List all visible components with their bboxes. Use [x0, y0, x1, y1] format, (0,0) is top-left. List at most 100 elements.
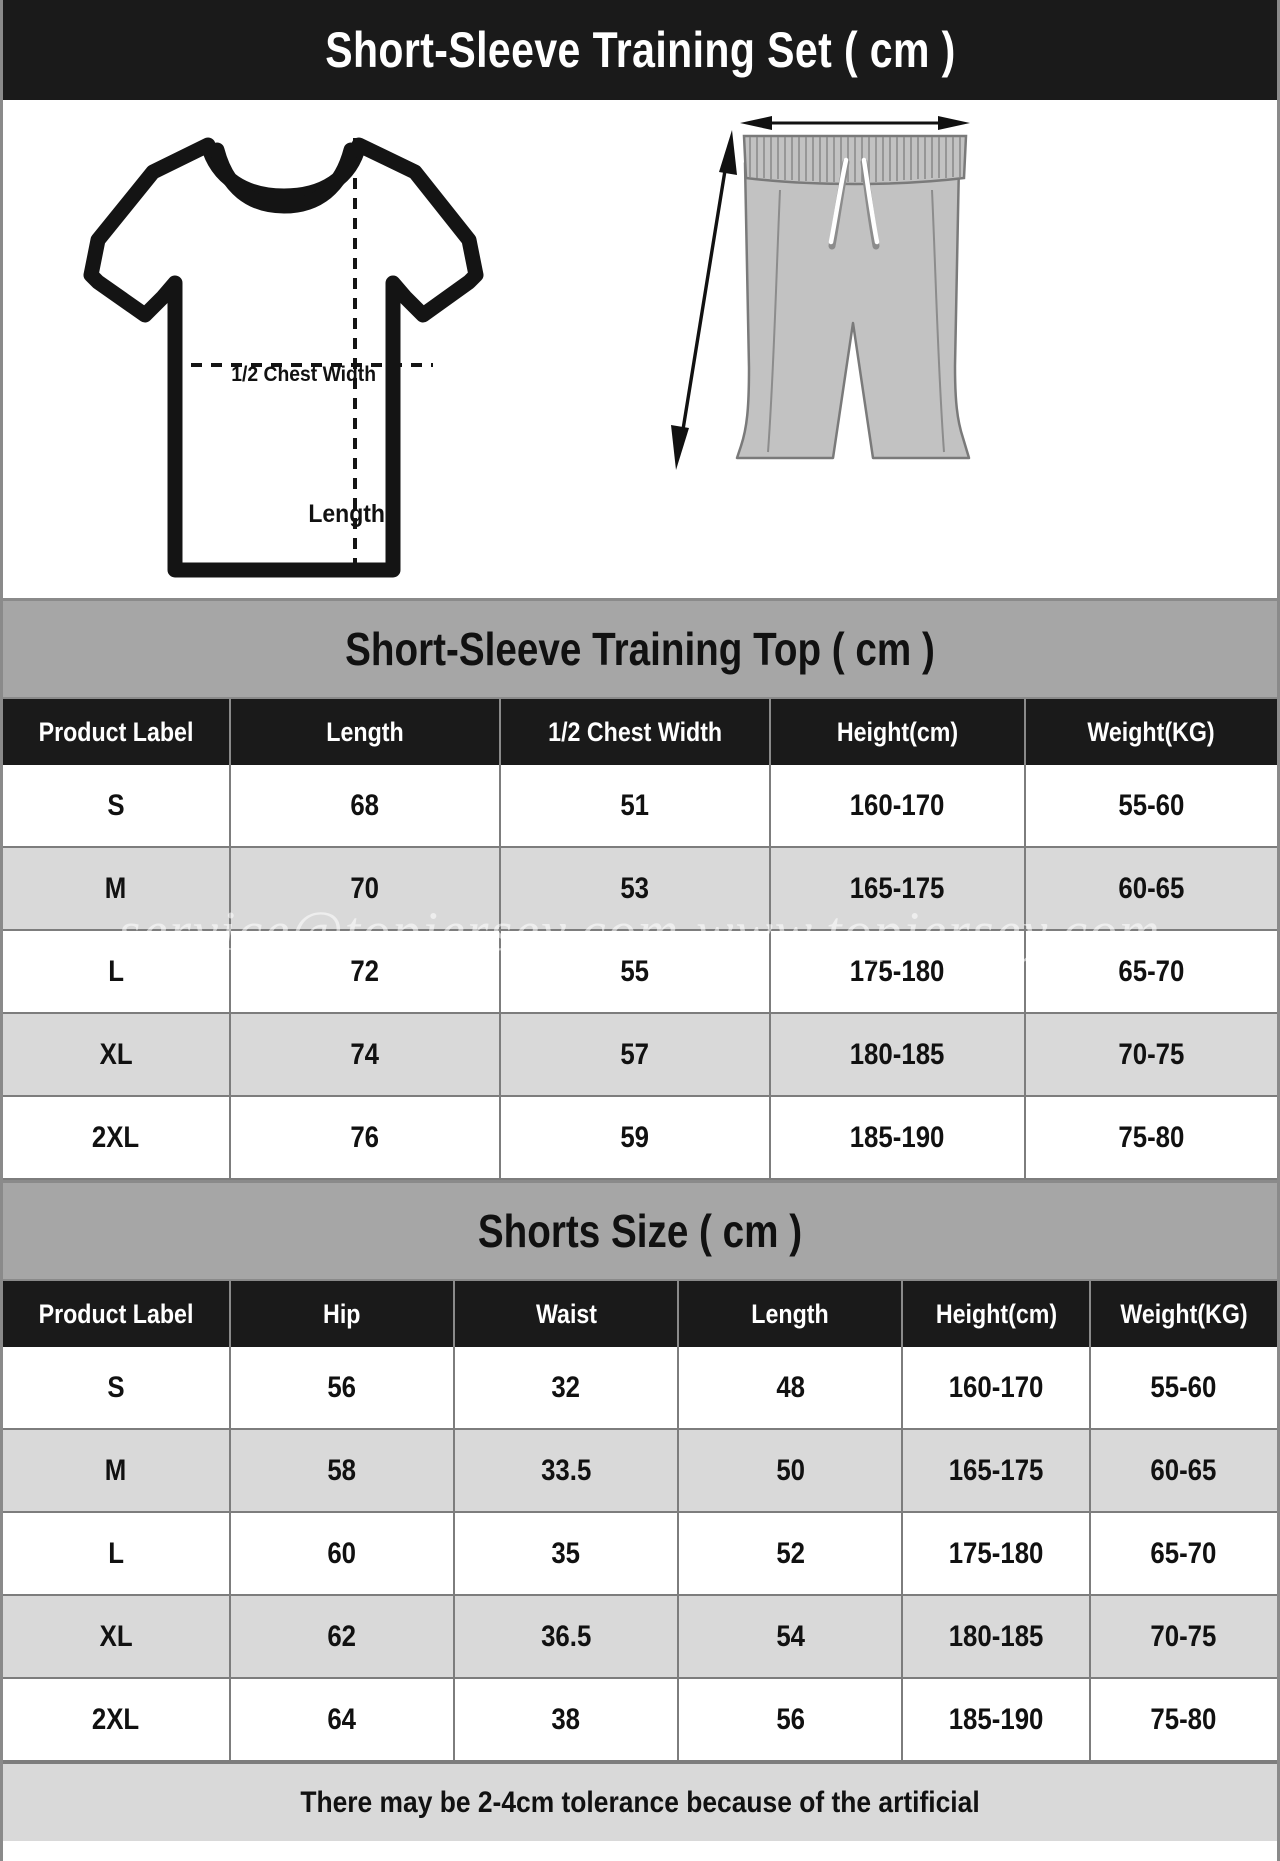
cell-value: 180-185: [849, 1037, 945, 1071]
cell-value: 58: [327, 1453, 357, 1487]
cell-value: 65-70: [1118, 954, 1185, 988]
cell-value: 35: [551, 1536, 581, 1570]
shorts-cell-r0-c5: 55-60: [1089, 1347, 1277, 1430]
top-cell-r1-c4: 60-65: [1024, 847, 1277, 931]
shorts-diagram: Waist Length: [640, 100, 1277, 598]
cell-value: 55-60: [1150, 1370, 1217, 1404]
top-cell-r4-c3: 185-190: [769, 1096, 1026, 1180]
shorts-cell-r4-c0: 2XL: [3, 1678, 231, 1762]
top-cell-r3-c2: 57: [499, 1013, 771, 1097]
cell-value: 33.5: [540, 1453, 592, 1487]
header-label: Length: [751, 1298, 829, 1329]
header-label: Waist: [535, 1298, 597, 1329]
shorts-col-header-0: Product Label: [3, 1281, 231, 1347]
cell-value: 175-180: [948, 1536, 1044, 1570]
table-row: M 70 53 165-175 60-65: [3, 847, 1277, 931]
cell-value: 76: [350, 1120, 380, 1154]
shorts-size-table: Product Label Hip Waist Length Height(cm) Wei…: [3, 1281, 1277, 1762]
shorts-cell-r3-c0: XL: [3, 1595, 231, 1679]
cell-value: L: [108, 954, 124, 988]
cell-value: 68: [350, 788, 380, 822]
shorts-cell-r3-c5: 70-75: [1089, 1595, 1277, 1679]
shorts-cell-r0-c1: 56: [229, 1347, 455, 1430]
shorts-cell-r2-c3: 52: [678, 1512, 904, 1596]
tshirt-icon: [83, 137, 484, 578]
cell-value: 75-80: [1150, 1702, 1217, 1736]
cell-value: 165-175: [948, 1453, 1044, 1487]
top-cell-r3-c1: 74: [229, 1013, 501, 1097]
header-label: Height(cm): [836, 716, 958, 747]
top-col-header-4: Weight(KG): [1024, 699, 1277, 765]
cell-value: 36.5: [540, 1619, 592, 1653]
top-cell-r0-c0: S: [3, 765, 231, 848]
table-header-row: Product Label Hip Waist Length Height(cm) Wei…: [3, 1281, 1277, 1347]
cell-value: 70-75: [1150, 1619, 1217, 1653]
tolerance-note-text: There may be 2-4cm tolerance because of …: [300, 1785, 980, 1819]
shorts-cell-r1-c3: 50: [678, 1429, 904, 1513]
top-cell-r4-c4: 75-80: [1024, 1096, 1277, 1180]
top-cell-r0-c4: 55-60: [1024, 765, 1277, 848]
shorts-cell-r1-c0: M: [3, 1429, 231, 1513]
top-cell-r2-c2: 55: [499, 930, 771, 1014]
table-row: M 58 33.5 50 165-175 60-65: [3, 1429, 1277, 1513]
top-col-header-0: Product Label: [3, 699, 231, 765]
cell-value: 2XL: [92, 1702, 140, 1736]
top-cell-r4-c0: 2XL: [3, 1096, 231, 1180]
tolerance-note: There may be 2-4cm tolerance because of …: [3, 1762, 1277, 1841]
cell-value: 55-60: [1118, 788, 1185, 822]
shorts-cell-r3-c2: 36.5: [453, 1595, 680, 1679]
cell-value: 59: [620, 1120, 650, 1154]
table-body: S 68 51 160-170 55-60 M 70 53 165-175 60-65 L 72 55 1…: [3, 765, 1277, 1180]
top-cell-r0-c1: 68: [229, 765, 501, 848]
shorts-cell-r2-c4: 175-180: [902, 1512, 1091, 1596]
garment-diagram-area: 1/2 Chest Width Length: [3, 100, 1277, 598]
training-top-size-table: Product Label Length 1/2 Chest Width Height…: [3, 699, 1277, 1180]
top-cell-r2-c0: L: [3, 930, 231, 1014]
top-cell-r1-c1: 70: [229, 847, 501, 931]
top-cell-r3-c3: 180-185: [769, 1013, 1026, 1097]
shorts-cell-r1-c4: 165-175: [902, 1429, 1091, 1513]
header-label: Weight(KG): [1120, 1298, 1248, 1329]
header-label: 1/2 Chest Width: [547, 716, 722, 747]
shorts-section-title: Shorts Size ( cm ): [477, 1205, 803, 1257]
shorts-cell-r1-c5: 60-65: [1089, 1429, 1277, 1513]
top-col-header-2: 1/2 Chest Width: [499, 699, 771, 765]
shorts-cell-r0-c4: 160-170: [902, 1347, 1091, 1430]
cell-value: 52: [775, 1536, 805, 1570]
shorts-cell-r4-c5: 75-80: [1089, 1678, 1277, 1762]
shorts-cell-r0-c2: 32: [453, 1347, 680, 1430]
chest-width-label: 1/2 Chest Width: [231, 363, 377, 386]
top-cell-r2-c4: 65-70: [1024, 930, 1277, 1014]
cell-value: S: [107, 1370, 125, 1404]
cell-value: 75-80: [1118, 1120, 1185, 1154]
cell-value: 175-180: [849, 954, 945, 988]
table-row: XL 74 57 180-185 70-75: [3, 1013, 1277, 1097]
table-header-row: Product Label Length 1/2 Chest Width Height…: [3, 699, 1277, 765]
shorts-cell-r2-c5: 65-70: [1089, 1512, 1277, 1596]
chart-title-bar: Short-Sleeve Training Set ( cm ): [3, 0, 1277, 100]
table-row: L 60 35 52 175-180 65-70: [3, 1512, 1277, 1596]
cell-value: XL: [99, 1619, 133, 1653]
drawstring: [828, 157, 880, 250]
shorts-cell-r2-c2: 35: [453, 1512, 680, 1596]
shorts-cell-r3-c1: 62: [229, 1595, 455, 1679]
shorts-col-header-5: Weight(KG): [1089, 1281, 1277, 1347]
shorts-col-header-1: Hip: [229, 1281, 455, 1347]
waist-arrow: [740, 116, 970, 130]
shorts-cell-r1-c2: 33.5: [453, 1429, 680, 1513]
cell-value: 185-190: [849, 1120, 945, 1154]
cell-value: 38: [551, 1702, 581, 1736]
shorts-cell-r4-c4: 185-190: [902, 1678, 1091, 1762]
top-cell-r1-c3: 165-175: [769, 847, 1026, 931]
shorts-cell-r0-c3: 48: [678, 1347, 904, 1430]
top-cell-r2-c3: 175-180: [769, 930, 1026, 1014]
cell-value: 60-65: [1150, 1453, 1217, 1487]
top-section-title: Short-Sleeve Training Top ( cm ): [345, 623, 935, 675]
cell-value: 32: [551, 1370, 581, 1404]
table-row: XL 62 36.5 54 180-185 70-75: [3, 1595, 1277, 1679]
length-arrow: [671, 130, 737, 470]
header-label: Product Label: [38, 716, 194, 747]
cell-value: 74: [350, 1037, 380, 1071]
cell-value: 160-170: [948, 1370, 1044, 1404]
shorts-col-header-3: Length: [678, 1281, 904, 1347]
